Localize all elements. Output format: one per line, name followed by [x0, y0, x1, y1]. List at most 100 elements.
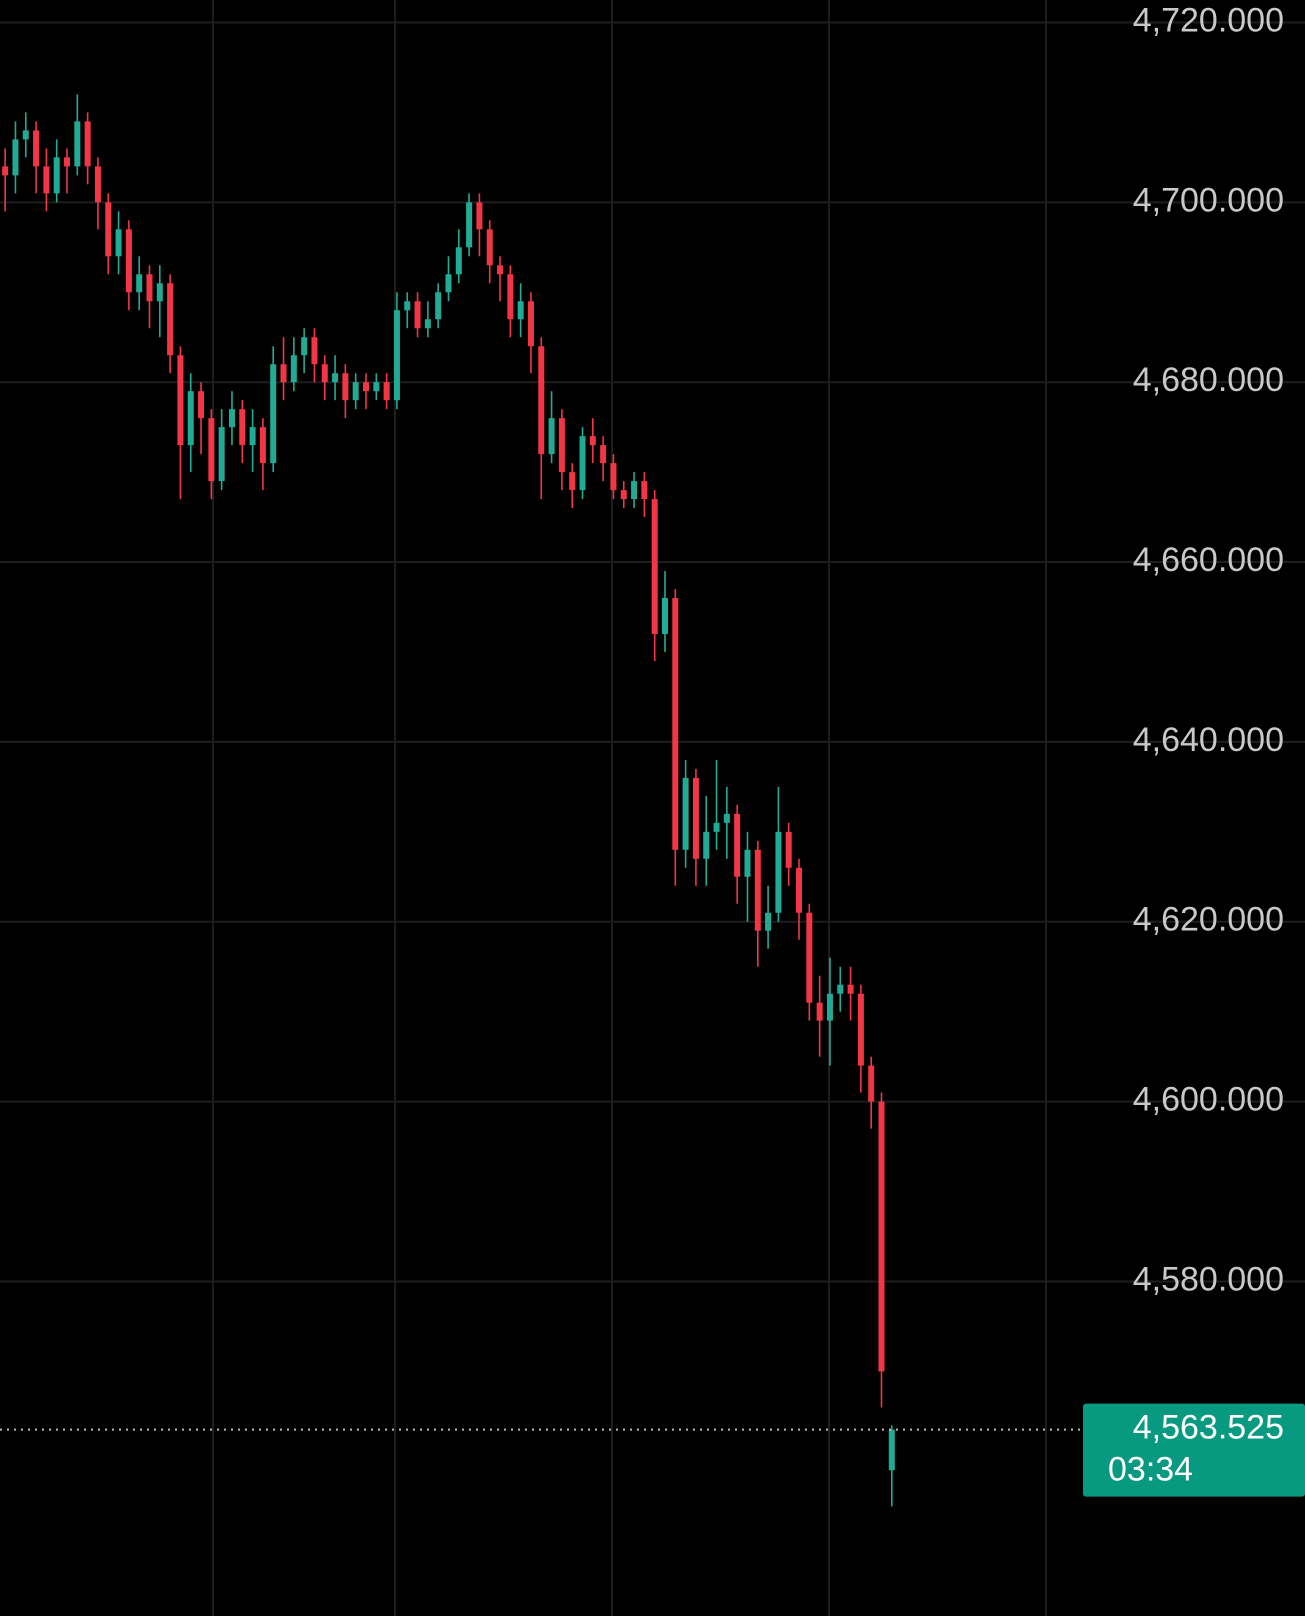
candle-body	[2, 166, 9, 176]
candle-body	[610, 463, 617, 491]
candle-body	[497, 265, 504, 275]
candle-body	[661, 598, 668, 634]
candle-body	[548, 418, 555, 455]
candle-body	[249, 427, 256, 446]
candle-body	[84, 121, 91, 167]
candle-body	[569, 472, 576, 491]
candle-body	[486, 229, 493, 266]
candle-body	[754, 849, 761, 931]
candle-body	[332, 373, 339, 383]
candle-body	[857, 993, 864, 1066]
candle-body	[136, 274, 143, 293]
y-tick-label: 4,720.000	[1133, 1, 1284, 39]
candle-body	[301, 337, 308, 356]
candle-body	[445, 274, 452, 293]
candle-body	[12, 139, 19, 176]
candle-body	[321, 364, 328, 383]
candle-body	[125, 229, 132, 293]
candle-body	[806, 912, 813, 1003]
candle-body	[115, 229, 122, 257]
candle-body	[868, 1065, 875, 1102]
candle-body	[198, 391, 205, 419]
candle-body	[589, 436, 596, 446]
candle-body	[342, 373, 349, 401]
candle-body	[837, 984, 844, 994]
price-tag-label: 4,563.525	[1133, 1409, 1284, 1447]
candle-body	[424, 319, 431, 329]
candle-body	[187, 391, 194, 446]
candle-body	[311, 337, 318, 365]
candle-body	[435, 292, 442, 320]
y-tick-label: 4,580.000	[1133, 1260, 1284, 1298]
candle-body	[507, 274, 514, 320]
time-grid	[212, 0, 1047, 1616]
y-tick-label: 4,680.000	[1133, 361, 1284, 399]
candle-body	[672, 598, 679, 850]
candle-body	[404, 301, 411, 311]
candle-body	[280, 364, 287, 383]
candle-body	[22, 130, 29, 140]
candle-body	[796, 867, 803, 913]
y-tick-label: 4,660.000	[1133, 541, 1284, 579]
candle-body	[259, 427, 266, 464]
countdown: 03:34	[1108, 1451, 1193, 1489]
candle-body	[455, 247, 462, 275]
candle-body	[64, 157, 71, 167]
candle-body	[703, 831, 710, 859]
candle-body	[373, 382, 380, 392]
candle-body	[393, 310, 400, 401]
candle-body	[105, 202, 112, 257]
candle-body	[74, 121, 81, 167]
candle-body	[558, 418, 565, 473]
candle-body	[33, 130, 40, 167]
candle-body	[94, 166, 101, 203]
candle-body	[228, 409, 235, 428]
candle-body	[290, 355, 297, 383]
candle-body	[352, 382, 359, 401]
candle-body	[600, 445, 607, 464]
candle-body	[466, 202, 473, 248]
candle-body	[765, 912, 772, 931]
candle-body	[816, 1002, 823, 1021]
candle-body	[888, 1429, 895, 1471]
candle-body	[744, 849, 751, 877]
candle-body	[414, 301, 421, 329]
candle-body	[146, 274, 153, 302]
candle-body	[641, 481, 648, 500]
candle-body	[167, 283, 174, 356]
candle-body	[177, 355, 184, 446]
candle-body	[538, 346, 545, 455]
candle-body	[826, 993, 833, 1021]
candle-body	[156, 283, 163, 302]
candle-body	[775, 831, 782, 913]
candle-body	[476, 202, 483, 230]
candle-body	[53, 157, 60, 194]
candle-body	[847, 984, 854, 994]
candle-body	[270, 364, 277, 464]
candle-body	[208, 418, 215, 482]
candle-body	[734, 813, 741, 877]
candle-body	[239, 409, 246, 446]
candle-body	[383, 382, 390, 401]
price-tag	[1083, 1403, 1305, 1497]
y-tick-label: 4,600.000	[1133, 1081, 1284, 1119]
candle-body	[527, 301, 534, 347]
candle-body	[579, 436, 586, 491]
candle-body	[218, 427, 225, 482]
candle-body	[692, 777, 699, 859]
candle-body	[363, 382, 369, 392]
candle-body	[620, 490, 627, 500]
y-tick-label: 4,700.000	[1133, 181, 1284, 219]
y-tick-label: 4,620.000	[1133, 901, 1284, 939]
candle-body	[43, 166, 50, 194]
candle-body	[878, 1101, 885, 1372]
candle-body	[651, 499, 658, 634]
candle-body	[631, 481, 638, 500]
y-tick-label: 4,640.000	[1133, 721, 1284, 759]
candle-body	[785, 831, 792, 868]
candle-body	[723, 813, 730, 823]
candle-body	[682, 777, 689, 850]
